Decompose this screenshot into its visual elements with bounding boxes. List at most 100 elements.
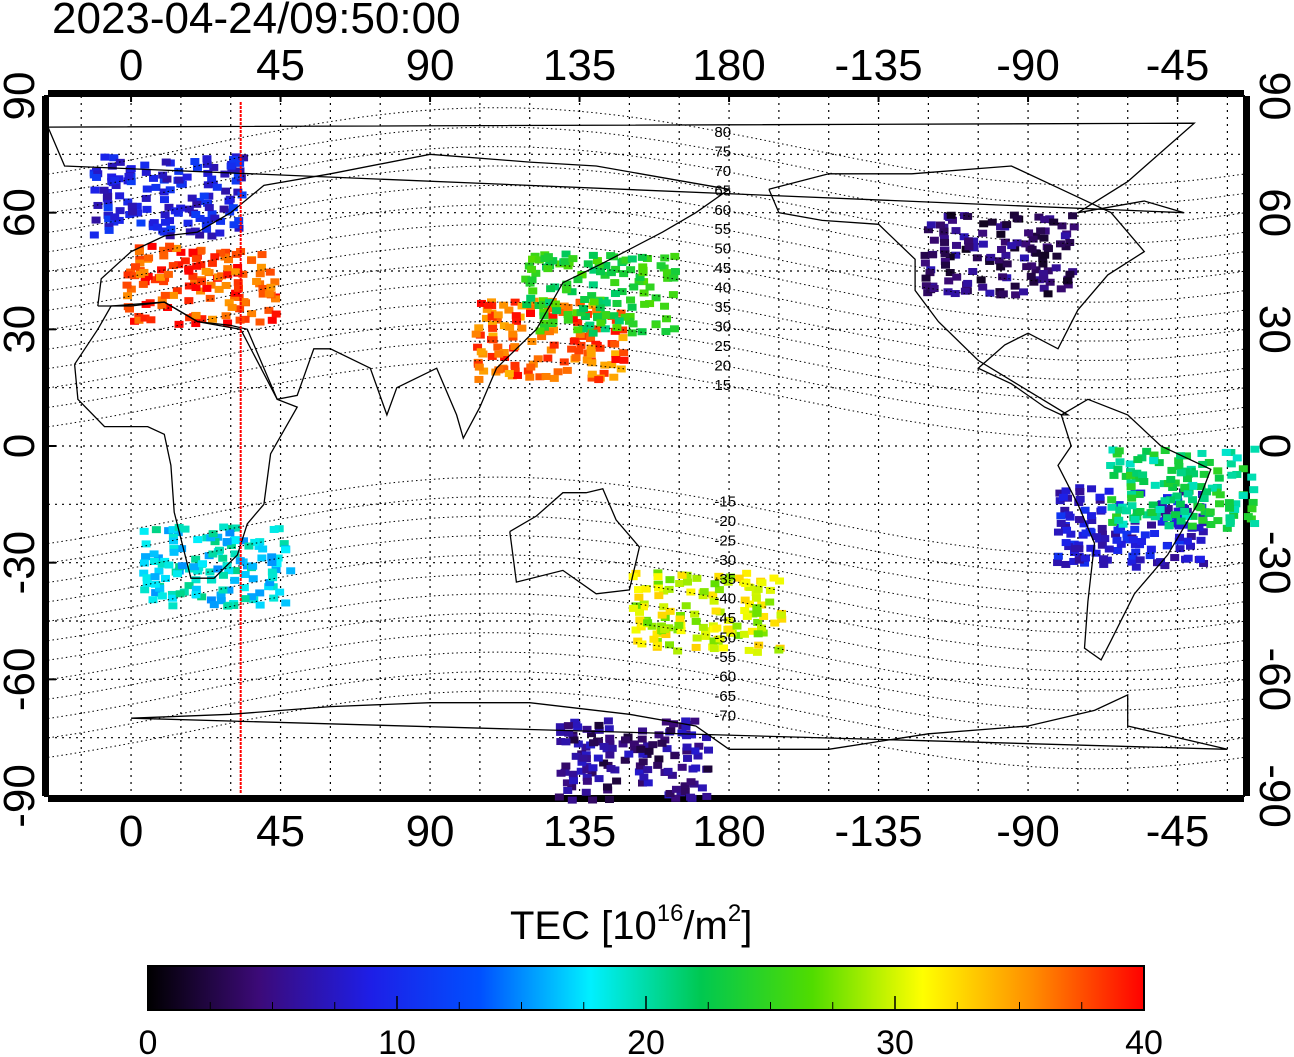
- tec-cell: [1058, 493, 1068, 501]
- tec-cell: [203, 181, 213, 189]
- tec-cell: [168, 602, 178, 610]
- tec-cell: [231, 289, 241, 297]
- tec-cell: [493, 343, 503, 351]
- tec-cell: [921, 274, 931, 282]
- colorbar-title-end: ]: [741, 904, 753, 948]
- tec-cell: [653, 573, 663, 581]
- tec-cell: [476, 299, 486, 307]
- tec-cell: [1097, 541, 1107, 549]
- tec-cell: [487, 321, 497, 329]
- contour-line: [47, 340, 1245, 420]
- tec-cell: [563, 310, 573, 318]
- tec-cell: [687, 731, 697, 739]
- tec-cell: [159, 252, 169, 260]
- contour-line: [47, 107, 1245, 186]
- tec-cell: [492, 316, 502, 324]
- tec-cell: [223, 602, 233, 610]
- tec-cell: [188, 248, 198, 256]
- tec-cell: [208, 315, 218, 323]
- tec-cell: [1230, 505, 1240, 513]
- contour-line: [47, 262, 1245, 342]
- colorbar-title-unit: /m: [683, 904, 728, 948]
- tec-cell: [588, 796, 598, 804]
- tec-cell: [148, 596, 158, 604]
- tec-cell: [642, 255, 652, 263]
- tec-cell: [567, 345, 577, 353]
- tec-cell: [1172, 492, 1182, 500]
- tec-cell: [682, 747, 692, 755]
- tec-cell: [607, 744, 617, 752]
- tec-cell: [610, 327, 620, 335]
- tec-cell: [659, 603, 669, 611]
- tec-cell: [165, 242, 175, 250]
- tec-cell: [674, 621, 684, 629]
- tec-cell: [595, 344, 605, 352]
- tec-cell: [619, 270, 629, 278]
- tec-cell: [654, 731, 664, 739]
- tec-cell: [1081, 529, 1091, 537]
- tec-cell: [1112, 536, 1122, 544]
- tec-cell: [665, 607, 675, 615]
- tec-cell: [517, 324, 527, 332]
- tec-cell: [258, 290, 268, 298]
- tec-cell: [220, 170, 230, 178]
- tec-cell: [612, 777, 622, 785]
- tec-cell: [1049, 218, 1059, 226]
- tec-cell: [1186, 542, 1196, 550]
- tec-cell: [611, 350, 621, 358]
- tec-cell: [676, 627, 686, 635]
- contour-label: 35: [714, 299, 731, 316]
- tec-cell: [588, 281, 598, 289]
- tec-cell: [103, 200, 113, 208]
- tec-cell: [753, 618, 763, 626]
- colorbar-tick-label: 30: [876, 1024, 914, 1057]
- tec-cell: [109, 154, 119, 162]
- tec-cell: [1213, 517, 1223, 525]
- tec-cell: [157, 560, 167, 568]
- tec-cell: [255, 538, 265, 546]
- tec-cell: [1149, 451, 1159, 459]
- tec-cell: [165, 186, 175, 194]
- tec-cell: [271, 295, 281, 303]
- tec-cell: [219, 523, 229, 531]
- tec-cell: [618, 740, 628, 748]
- tec-cell: [745, 583, 755, 591]
- tec-cell: [248, 575, 258, 583]
- tec-cell: [1061, 560, 1071, 568]
- tec-cell: [155, 273, 165, 281]
- tec-cell: [141, 553, 151, 561]
- tec-cell: [268, 583, 278, 591]
- tec-cell: [929, 236, 939, 244]
- tec-cell: [1063, 277, 1073, 285]
- tec-cell: [1188, 512, 1198, 520]
- tec-cell: [724, 616, 734, 624]
- tec-cell: [1068, 212, 1078, 220]
- magnetic-latitude-contours: 80 75 70 65 60 55 50 45 40 35 30 25 20 15 -15 -20 -25 -30…: [47, 107, 1245, 770]
- contour-line: [47, 690, 1245, 770]
- tec-cell: [258, 284, 268, 292]
- contour-label: 45: [714, 260, 731, 277]
- tec-cell: [1187, 522, 1197, 530]
- tec-cell: [618, 334, 628, 342]
- tec-cell: [531, 269, 541, 277]
- right-lat-tick-label: -90: [1250, 764, 1294, 828]
- tec-cell: [1188, 496, 1198, 504]
- tec-cell: [726, 629, 736, 637]
- tec-cell: [698, 592, 708, 600]
- tec-cell: [218, 586, 228, 594]
- tec-cell: [1034, 213, 1044, 221]
- tec-cell: [1163, 479, 1173, 487]
- tec-cell: [741, 580, 751, 588]
- tec-cell: [473, 343, 483, 351]
- tec-cell: [212, 183, 222, 191]
- tec-cell: [223, 265, 233, 273]
- tec-cell: [482, 305, 492, 313]
- tec-cell: [140, 314, 150, 322]
- tec-cell: [201, 267, 211, 275]
- tec-cell: [1238, 465, 1248, 473]
- tec-cell: [998, 290, 1008, 298]
- tec-cell: [943, 288, 953, 296]
- tec-cell: [576, 341, 586, 349]
- tec-cell: [661, 631, 671, 639]
- tec-cell: [499, 322, 509, 330]
